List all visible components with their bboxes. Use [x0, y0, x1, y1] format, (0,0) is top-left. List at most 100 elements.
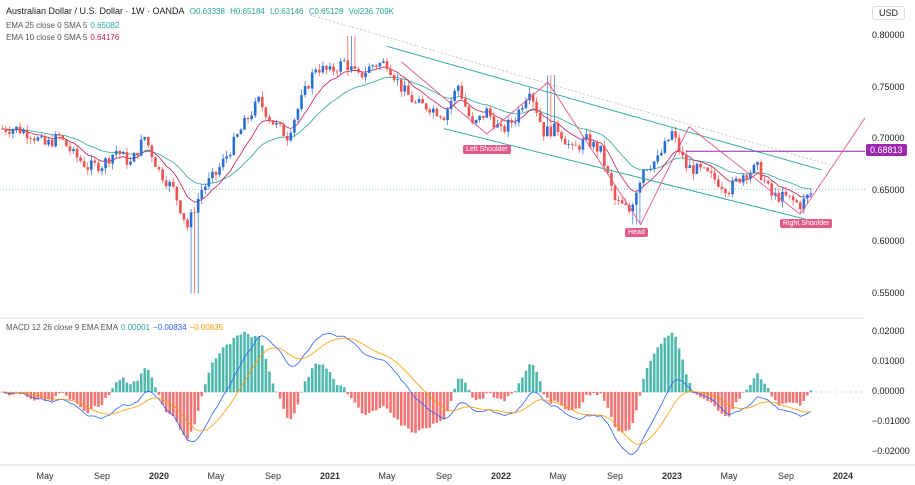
candle-body — [364, 72, 367, 78]
time-tick: 2023 — [661, 471, 683, 481]
macd-histogram-bar — [407, 392, 410, 429]
candle-body — [809, 193, 813, 195]
candle-body — [72, 148, 75, 152]
macd-histogram-bar — [164, 392, 168, 413]
candle-body — [11, 129, 15, 134]
macd-histogram-bar — [353, 392, 357, 403]
candle-body — [157, 166, 161, 170]
macd-histogram-bar — [175, 392, 179, 422]
candle-body — [460, 85, 464, 99]
candle-body — [68, 146, 72, 152]
macd-histogram-bar — [595, 392, 599, 396]
candle-body — [353, 66, 357, 69]
candle-body — [414, 102, 417, 104]
candle-body — [33, 138, 36, 141]
candle-body — [489, 108, 492, 117]
candle-body — [25, 130, 29, 139]
candle-body — [332, 66, 335, 72]
candle-body — [432, 108, 435, 113]
ema25-line — [2, 76, 811, 190]
ema25-legend[interactable]: EMA 25 close 0 SMA 5 0.65082 — [6, 21, 122, 30]
candle-body — [471, 116, 474, 124]
candle-body — [253, 101, 257, 116]
candle-body — [93, 160, 97, 163]
candle-body — [328, 66, 332, 70]
macd-histogram-bar — [453, 388, 456, 393]
time-tick: 2024 — [832, 471, 854, 481]
candle-body — [424, 103, 428, 110]
macd-histogram-bar — [367, 392, 371, 413]
candle-body — [392, 75, 396, 81]
ema10-legend[interactable]: EMA 10 close 0 SMA 5 0.64176 — [6, 33, 122, 42]
macd-histogram-bar — [791, 392, 795, 403]
candle-body — [261, 96, 264, 108]
candle-body — [546, 126, 549, 137]
candle-body — [464, 98, 467, 107]
macd-histogram-bar — [43, 392, 47, 401]
macd-histogram-bar — [65, 392, 68, 396]
ema25-value: 0.65082 — [90, 21, 120, 30]
macd-histogram-bar — [809, 390, 813, 393]
macd-histogram-bar — [257, 336, 261, 393]
ema10-line — [2, 66, 811, 203]
candle-body — [485, 108, 489, 118]
candle-body — [243, 117, 246, 130]
macd-histogram-bar — [645, 367, 649, 393]
macd-histogram-bar — [567, 392, 570, 411]
macd-histogram-bar — [627, 392, 631, 430]
ohlc-high: H0.65184 — [230, 7, 265, 16]
candle-body — [442, 117, 446, 121]
macd-value: −0.00834 — [152, 323, 187, 332]
candle-body — [154, 157, 157, 167]
macd-histogram-bar — [179, 392, 182, 430]
candle-body — [528, 93, 531, 101]
macd-histogram-bar — [521, 377, 524, 393]
candle-body — [57, 134, 61, 136]
candle-body — [285, 135, 289, 141]
candle-body — [542, 121, 546, 137]
candle-body — [681, 151, 684, 156]
macd-histogram-bar — [471, 392, 474, 398]
macd-histogram-bar — [506, 392, 510, 397]
macd-histogram-bar — [389, 392, 392, 413]
macd-histogram-bar — [139, 373, 143, 393]
candle-body — [449, 100, 453, 109]
candle-body — [143, 137, 147, 140]
macd-histogram-bar — [403, 392, 407, 426]
macd-histogram-bar — [350, 392, 353, 399]
macd-histogram-bar — [243, 331, 246, 393]
candle-body — [667, 139, 670, 142]
macd-histogram-bar — [150, 377, 154, 393]
candle-body — [264, 107, 268, 117]
macd-histogram-bar — [335, 384, 339, 393]
long-trendline — [309, 14, 831, 166]
head-shoulders-pattern — [400, 61, 866, 226]
candle-body — [417, 99, 421, 103]
level-price-tag: 0.68813 — [866, 144, 907, 156]
macd-histogram-bar — [385, 392, 389, 409]
candle-body — [314, 69, 318, 73]
macd-histogram-bar — [282, 392, 285, 410]
candle-body — [367, 66, 371, 73]
macd-histogram-bar — [660, 343, 663, 393]
time-tick: May — [207, 471, 225, 481]
macd-histogram-bar — [620, 392, 624, 433]
macd-histogram-bar — [585, 392, 588, 395]
candle-body — [781, 191, 784, 202]
macd-legend[interactable]: MACD 12 26 close 9 EMA EMA 0.00001 −0.0083… — [6, 323, 226, 332]
candle-body — [232, 136, 236, 155]
macd-histogram-bar — [667, 335, 670, 393]
macd-histogram-bar — [417, 392, 421, 431]
candle-body — [136, 152, 139, 156]
macd-histogram-bar — [211, 362, 214, 393]
macd-histogram-bar — [549, 392, 553, 404]
macd-histogram-bar — [339, 385, 342, 393]
candle-body — [567, 144, 570, 145]
price-tick: 0.70000 — [872, 133, 905, 143]
candle-body — [702, 167, 706, 169]
macd-histogram-bar — [221, 347, 225, 393]
currency-button[interactable]: USD — [871, 6, 905, 20]
candle-body — [118, 150, 122, 155]
macd-histogram-bar — [207, 372, 211, 393]
